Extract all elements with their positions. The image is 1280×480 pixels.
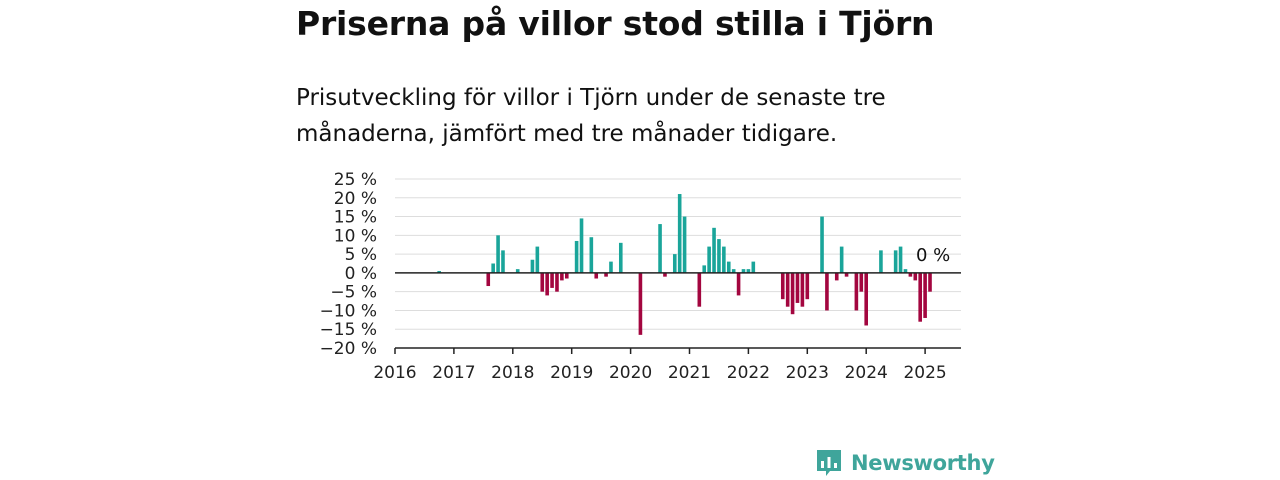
y-tick-label: −20 % bbox=[320, 339, 377, 359]
bar bbox=[697, 272, 702, 307]
chart-subtitle: Prisutveckling för villor i Tjörn under … bbox=[296, 85, 886, 147]
x-tick-label: 2022 bbox=[727, 363, 770, 383]
bar bbox=[589, 237, 594, 273]
bar bbox=[741, 269, 746, 273]
bar bbox=[834, 272, 839, 281]
bar bbox=[658, 224, 662, 273]
bar bbox=[550, 272, 554, 288]
axes bbox=[394, 272, 961, 354]
bar bbox=[928, 272, 932, 292]
bar bbox=[707, 246, 711, 273]
bar bbox=[530, 259, 535, 273]
chart-title: Priserna på villor stod stilla i Tjörn bbox=[296, 4, 935, 43]
y-tick-label: −5 % bbox=[330, 283, 377, 303]
bar bbox=[618, 242, 623, 273]
y-tick-label: 25 % bbox=[334, 170, 377, 190]
bar bbox=[780, 272, 785, 300]
bar bbox=[790, 272, 795, 315]
annotations: 0 % bbox=[916, 245, 950, 266]
bar bbox=[746, 269, 751, 273]
bar bbox=[564, 272, 569, 279]
x-tick-label: 2025 bbox=[903, 363, 946, 383]
brand-logo: Newsworthy bbox=[815, 446, 995, 480]
bar bbox=[609, 261, 613, 273]
newsworthy-logo-icon bbox=[817, 450, 841, 476]
bar bbox=[540, 272, 545, 292]
bar bbox=[731, 269, 736, 273]
y-tick-label: −10 % bbox=[320, 301, 377, 321]
x-tick-label: 2024 bbox=[845, 363, 888, 383]
bar bbox=[918, 272, 922, 322]
bar bbox=[682, 216, 687, 273]
bar-chart: 25 %20 %15 %10 %5 %0 %−5 %−10 %−15 %−20 … bbox=[320, 170, 961, 383]
y-tick-label: 5 % bbox=[345, 245, 377, 265]
bar bbox=[844, 272, 849, 277]
bar bbox=[726, 261, 731, 273]
bar bbox=[800, 272, 805, 307]
bar bbox=[898, 246, 903, 273]
y-tick-label: −15 % bbox=[320, 320, 377, 340]
bar bbox=[785, 272, 790, 307]
bar bbox=[594, 272, 599, 279]
bar bbox=[535, 246, 540, 273]
bar bbox=[437, 271, 441, 273]
x-tick-label: 2016 bbox=[373, 363, 416, 383]
bar bbox=[515, 269, 520, 273]
x-tick-label: 2020 bbox=[609, 363, 652, 383]
bar bbox=[677, 194, 682, 273]
y-tick-label: 10 % bbox=[334, 226, 377, 246]
bar bbox=[545, 272, 549, 296]
bar bbox=[638, 272, 643, 335]
bar bbox=[702, 265, 707, 273]
x-tick-label: 2017 bbox=[432, 363, 475, 383]
bar bbox=[712, 227, 716, 273]
bar bbox=[859, 272, 864, 292]
x-tick-label: 2018 bbox=[491, 363, 534, 383]
bar bbox=[854, 272, 859, 311]
bar bbox=[795, 272, 800, 303]
x-tick-label: 2019 bbox=[550, 363, 593, 383]
bar bbox=[717, 239, 721, 273]
bars bbox=[437, 194, 932, 335]
bar bbox=[820, 216, 824, 273]
bar bbox=[663, 272, 667, 277]
bar bbox=[555, 272, 559, 292]
y-tick-label: 15 % bbox=[334, 208, 377, 228]
bar bbox=[722, 246, 726, 273]
x-tick-label: 2023 bbox=[786, 363, 829, 383]
bar bbox=[501, 250, 505, 273]
bar bbox=[893, 250, 898, 273]
y-tick-label: 0 % bbox=[345, 264, 377, 284]
bar bbox=[839, 246, 844, 273]
bar bbox=[491, 263, 495, 273]
bar bbox=[574, 240, 579, 273]
bar bbox=[496, 235, 500, 273]
bar bbox=[579, 218, 584, 273]
bar bbox=[604, 272, 608, 277]
bar bbox=[913, 272, 918, 281]
bar bbox=[736, 272, 741, 296]
bar bbox=[805, 272, 810, 300]
bar bbox=[879, 250, 883, 273]
bar bbox=[825, 272, 829, 311]
bar bbox=[672, 254, 677, 273]
bar bbox=[751, 261, 756, 273]
y-tick-label: 20 % bbox=[334, 189, 377, 209]
bar bbox=[908, 272, 913, 277]
x-axis-tick-labels: 2016 2017 2018 2019 2020 2021 2022 2023 2024 2025 bbox=[373, 363, 946, 383]
x-tick-label: 2021 bbox=[668, 363, 711, 383]
y-axis-tick-labels: 25 %20 %15 %10 %5 %0 %−5 %−10 %−15 %−20 … bbox=[320, 170, 377, 359]
bar bbox=[864, 272, 868, 326]
bar bbox=[560, 272, 564, 281]
bar bbox=[486, 272, 491, 287]
bar bbox=[923, 272, 927, 318]
brand-name: Newsworthy bbox=[851, 451, 995, 475]
last-value-label: 0 % bbox=[916, 245, 950, 266]
bar bbox=[903, 269, 908, 273]
